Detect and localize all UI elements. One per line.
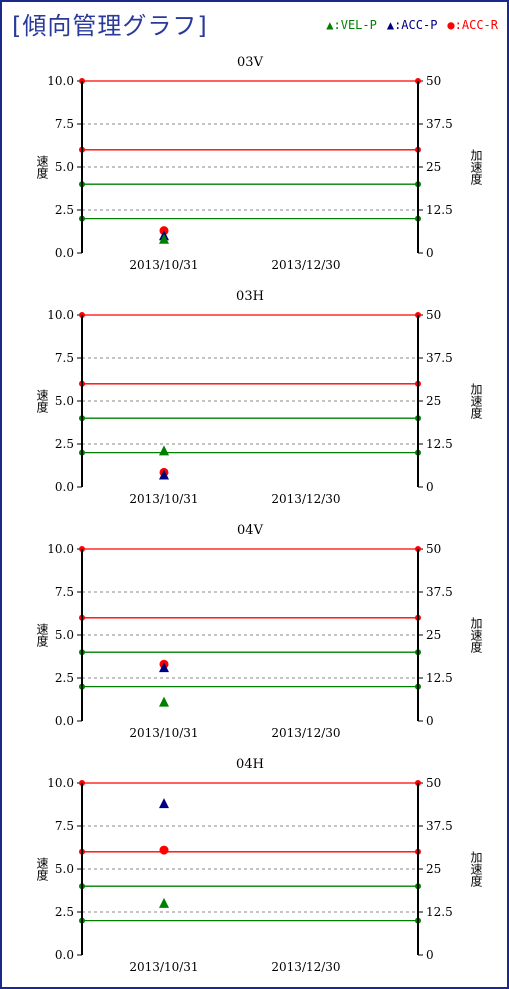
chart-03h: 03H 0.0 0 2.5 12.5 5.0 25 7.5 37.5 10.0 50 2013/10/… [35,289,483,506]
y-tick-label: 10.0 [47,542,74,556]
y2-tick-label: 12.5 [426,905,453,919]
y-tick-label: 5.0 [55,628,74,642]
y-tick-label: 0.0 [55,948,74,962]
y2-axis-label: 加速度 [469,383,483,419]
y2-tick-label: 50 [426,542,441,556]
legend: ▲:VEL-P ▲:ACC-P ●:ACC-R [326,18,498,32]
header: [傾向管理グラフ] ▲:VEL-P ▲:ACC-P ●:ACC-R [12,6,502,40]
chart-title: 03H [236,289,264,304]
y2-tick-label: 0 [426,948,434,962]
y-tick-label: 2.5 [55,203,74,217]
point-acc-p [159,798,169,809]
y2-tick-label: 0 [426,246,434,260]
legend-vel-p: ▲:VEL-P [326,18,377,32]
y-tick-label: 5.0 [55,862,74,876]
y2-tick-label: 37.5 [426,819,453,833]
y-axis-label: 速度 [35,155,49,179]
y2-tick-label: 0 [426,480,434,494]
y2-axis-label: 加速度 [469,617,483,653]
y2-tick-label: 50 [426,74,441,88]
y2-tick-label: 37.5 [426,351,453,365]
y-tick-label: 7.5 [55,819,74,833]
x-tick-label: 2013/12/30 [271,726,340,740]
chart-03v: 03V 0.0 0 2.5 12.5 5.0 25 7.5 37.5 10.0 50 2013/10/… [35,55,483,272]
y2-tick-label: 25 [426,628,441,642]
y-axis-label: 速度 [35,623,49,647]
chart-title: 03V [237,55,264,70]
y-tick-label: 5.0 [55,394,74,408]
point-acc-r [159,845,169,855]
y2-tick-label: 12.5 [426,203,453,217]
x-tick-label: 2013/12/30 [271,492,340,506]
x-tick-label: 2013/12/30 [271,258,340,272]
y2-axis-label: 加速度 [469,851,483,887]
y2-tick-label: 50 [426,308,441,322]
y-tick-label: 0.0 [55,246,74,260]
y-tick-label: 2.5 [55,905,74,919]
chart-04h: 04H 0.0 0 2.5 12.5 5.0 25 7.5 37.5 10.0 50 2013/10/… [35,757,483,974]
x-tick-label: 2013/10/31 [129,726,198,740]
y2-axis-label: 加速度 [469,149,483,185]
chart-04v: 04V 0.0 0 2.5 12.5 5.0 25 7.5 37.5 10.0 50 2013/10/… [35,523,483,740]
point-vel-p [159,696,169,707]
y-tick-label: 7.5 [55,351,74,365]
x-tick-label: 2013/10/31 [129,492,198,506]
chart-title: 04H [236,757,264,772]
y2-tick-label: 25 [426,394,441,408]
y-tick-label: 5.0 [55,160,74,174]
point-vel-p [159,233,169,244]
legend-acc-p: ▲:ACC-P [386,18,438,32]
chart-title: 04V [237,523,264,538]
x-tick-label: 2013/12/30 [271,960,340,974]
y-tick-label: 10.0 [47,74,74,88]
x-tick-label: 2013/10/31 [129,258,198,272]
point-acc-p [159,469,169,480]
y2-tick-label: 37.5 [426,585,453,599]
x-tick-label: 2013/10/31 [129,960,198,974]
y2-tick-label: 25 [426,160,441,174]
y2-tick-label: 12.5 [426,437,453,451]
y-axis-label: 速度 [35,857,49,881]
point-acc-p [159,662,169,673]
point-vel-p [159,897,169,908]
y-tick-label: 2.5 [55,671,74,685]
y-tick-label: 7.5 [55,585,74,599]
y-tick-label: 2.5 [55,437,74,451]
y2-tick-label: 50 [426,776,441,790]
y-tick-label: 7.5 [55,117,74,131]
y-axis-label: 速度 [35,389,49,413]
y-tick-label: 10.0 [47,776,74,790]
y2-tick-label: 37.5 [426,117,453,131]
y2-tick-label: 25 [426,862,441,876]
page-title: [傾向管理グラフ] [12,12,208,40]
y-tick-label: 0.0 [55,714,74,728]
y2-tick-label: 0 [426,714,434,728]
y-tick-label: 10.0 [47,308,74,322]
y-tick-label: 0.0 [55,480,74,494]
legend-acc-r: ●:ACC-R [447,18,498,32]
point-vel-p [159,445,169,456]
y2-tick-label: 12.5 [426,671,453,685]
